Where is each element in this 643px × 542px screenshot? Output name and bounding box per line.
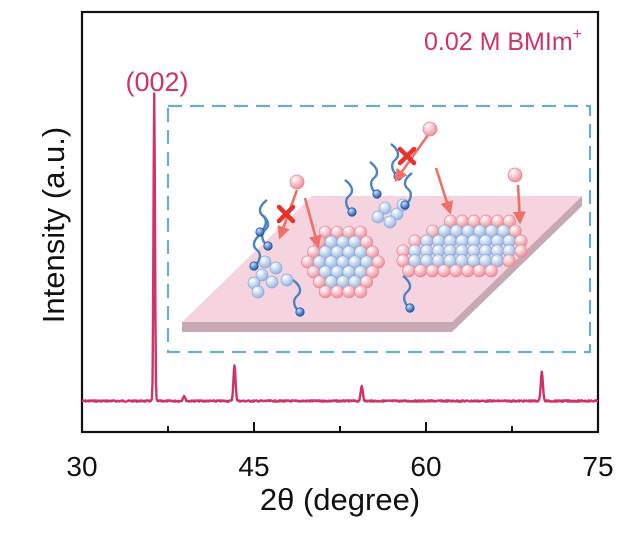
peak-label-002: (002) <box>125 67 188 97</box>
zn-ion <box>507 167 523 183</box>
molecule-tail <box>402 275 412 309</box>
zn-atom <box>365 265 379 279</box>
molecule-head <box>405 303 415 313</box>
zn-atom-small <box>255 268 269 282</box>
arrow-3 <box>394 134 430 183</box>
zn-ion <box>289 174 305 190</box>
zn-atom-small <box>371 210 385 224</box>
inset-border <box>166 104 592 354</box>
molecule-head <box>249 261 259 271</box>
zn-atom <box>402 264 416 278</box>
zn-atom <box>413 264 428 278</box>
molecule-head <box>263 241 273 251</box>
molecule-tail <box>292 279 302 313</box>
atom-clusters <box>247 198 528 299</box>
molecule-tail <box>252 233 262 267</box>
molecule-head <box>295 307 305 317</box>
molecule-tail <box>258 199 268 233</box>
zn-atom <box>371 255 385 269</box>
x-tick-label: 45 <box>238 451 269 482</box>
zn-atom-small <box>265 275 279 289</box>
zn-atom <box>508 224 522 238</box>
zn-atom <box>472 264 486 278</box>
zn-atom <box>365 245 379 259</box>
arrow-4 <box>434 167 454 215</box>
zn-atom <box>514 244 528 258</box>
block-cross-icon <box>397 146 417 166</box>
legend-text: 0.02 M BMIm <box>424 28 573 56</box>
zn-atom <box>502 254 516 268</box>
zn-atom <box>425 264 439 278</box>
x-axis-ticks: 30 45 60 75 <box>66 422 614 482</box>
molecule-head <box>347 207 357 217</box>
zn-atom-small <box>390 207 404 221</box>
x-tick-label: 75 <box>582 451 613 482</box>
x-tick-label: 60 <box>410 451 441 482</box>
zn-atom <box>484 264 498 278</box>
zn-atom <box>437 264 451 278</box>
zn-atom-small <box>378 201 392 215</box>
legend-superscript: + <box>573 26 582 43</box>
zn-atom-small <box>251 285 265 299</box>
zn-ion <box>422 121 438 137</box>
legend-label: 0.02 M BMIm+ <box>424 26 582 56</box>
molecule-tail <box>369 161 379 195</box>
x-tick-label: 30 <box>66 451 97 482</box>
zn-atom-small <box>280 273 294 287</box>
zn-atom <box>461 264 475 278</box>
arrow-2 <box>303 197 322 249</box>
zn-atom <box>449 264 463 278</box>
x-axis-label: 2θ (degree) <box>260 482 420 517</box>
inset-schematic <box>166 104 592 354</box>
zn-atom <box>354 225 368 239</box>
zn-atom <box>318 285 332 299</box>
zn-atom <box>342 285 356 299</box>
arrow-5 <box>512 184 526 225</box>
molecule-tail <box>344 179 354 213</box>
molecule-tail <box>390 143 400 177</box>
y-axis-label: Intensity (a.u.) <box>36 127 71 323</box>
xrd-trace <box>81 92 599 403</box>
molecule-head <box>255 227 265 237</box>
zn-atom-small <box>269 261 283 275</box>
substrate-plane-side <box>182 196 582 332</box>
bmim-molecules <box>249 143 415 317</box>
zn-atom-small <box>383 215 397 229</box>
molecule-head <box>400 200 410 210</box>
zn-atom <box>360 275 374 289</box>
molecule-head <box>372 189 382 199</box>
zn-atom <box>354 285 368 299</box>
zn-atom <box>330 285 344 299</box>
block-cross-icon <box>276 204 296 224</box>
zn-atom <box>360 235 374 249</box>
